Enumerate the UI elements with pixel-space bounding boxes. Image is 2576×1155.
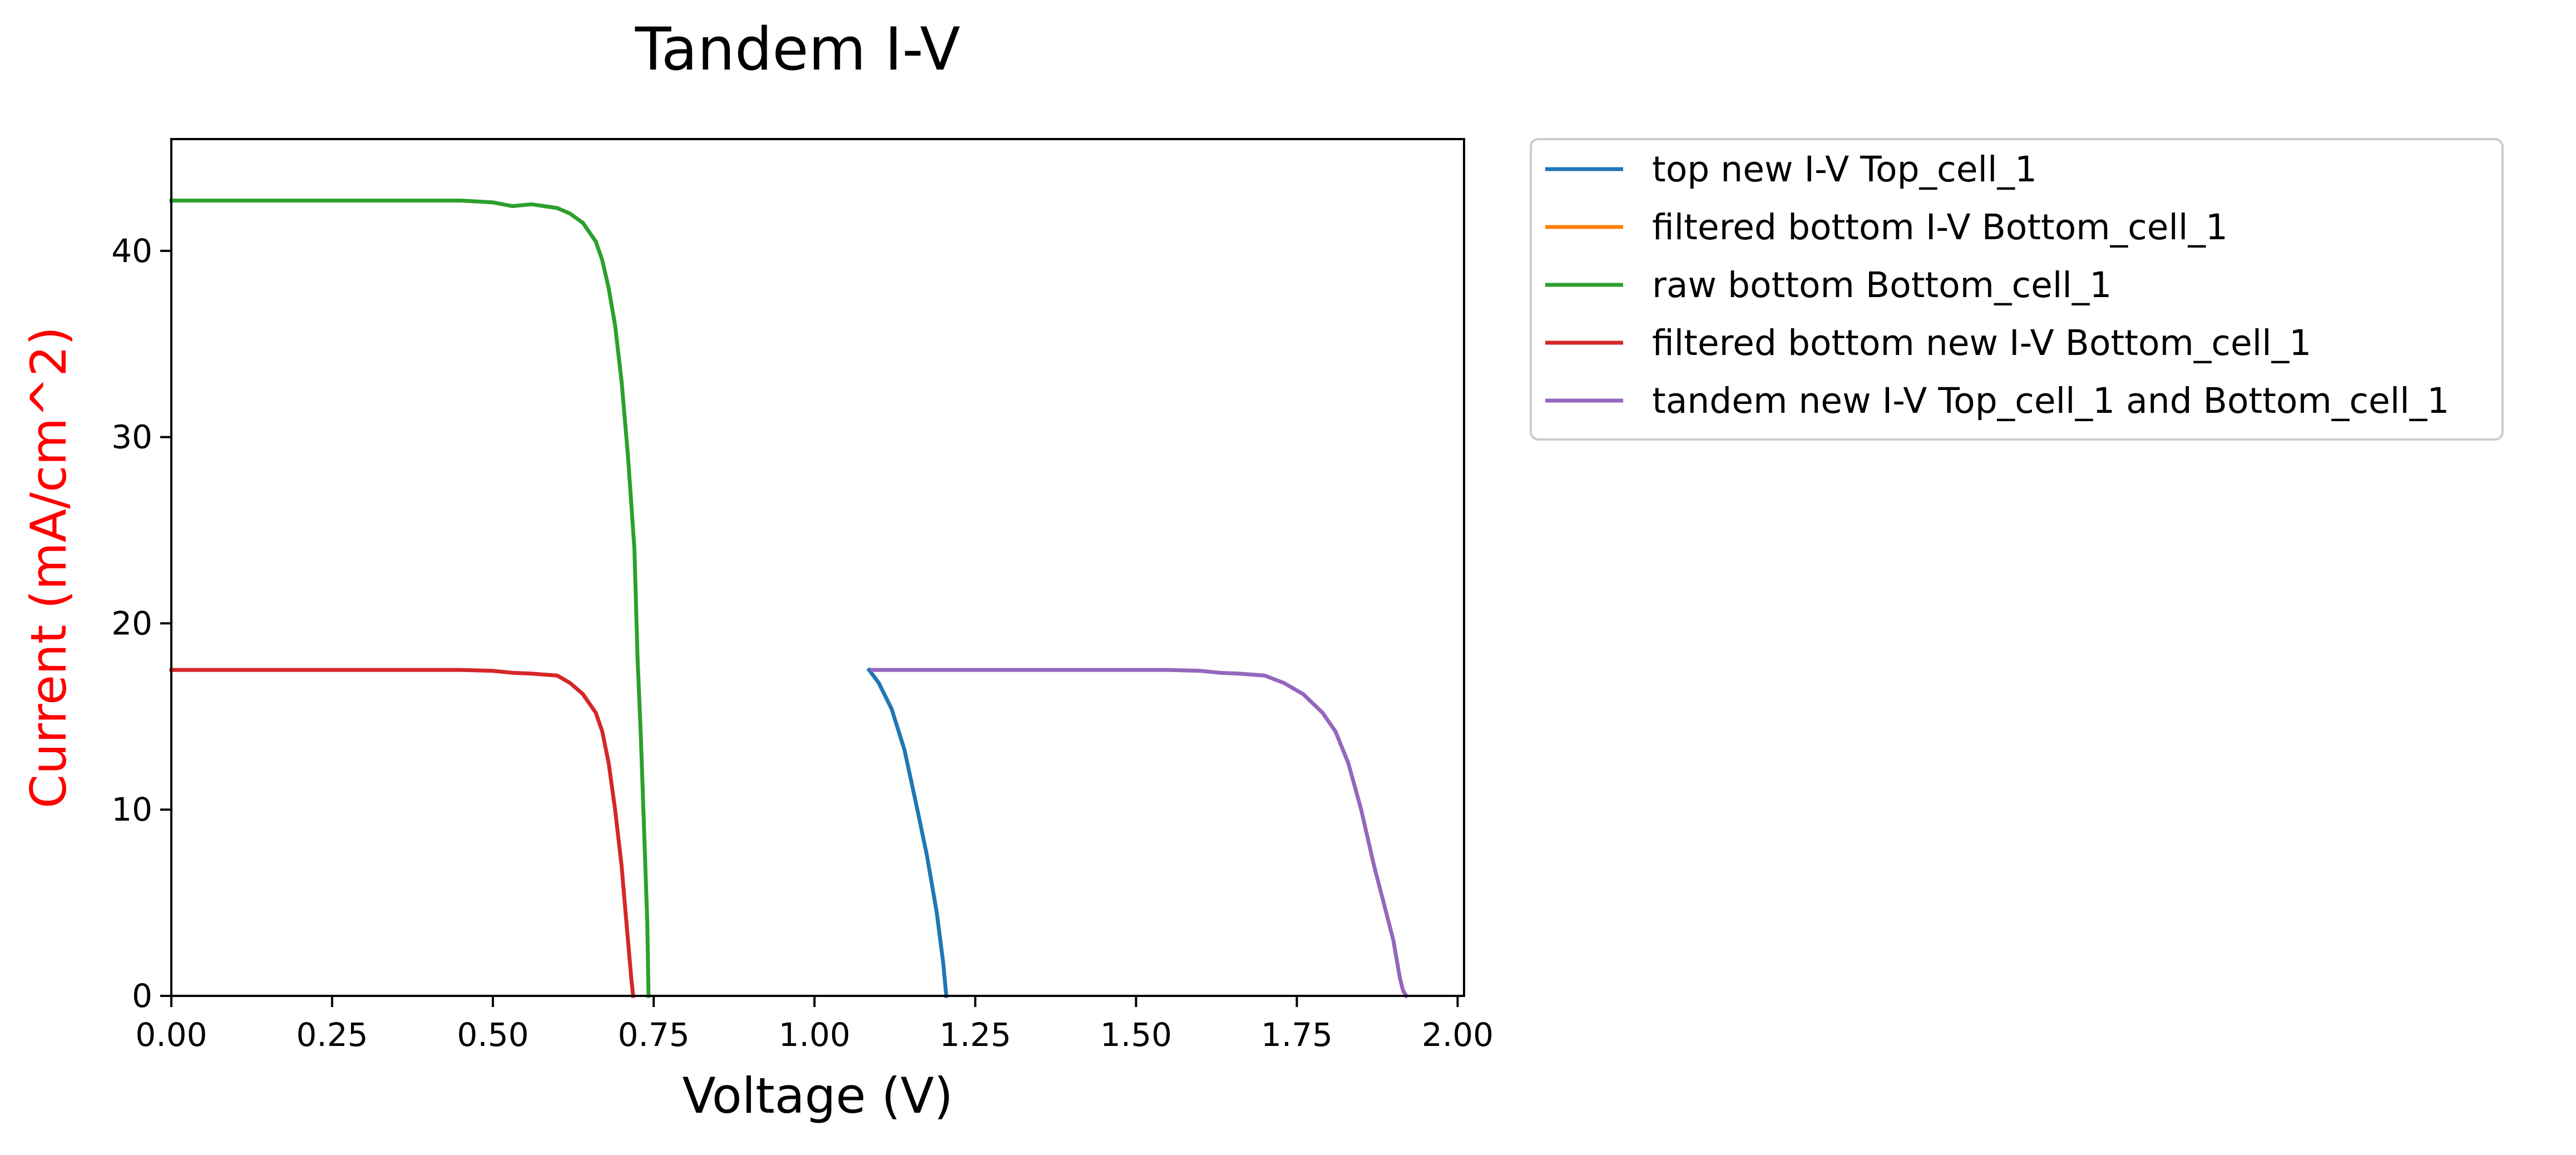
x-tick-label: 1.25	[940, 1016, 1011, 1054]
x-tick-label: 0.50	[457, 1016, 529, 1054]
x-tick-label: 0.00	[135, 1016, 207, 1054]
series-line-2	[169, 199, 651, 998]
x-axis-ticks: 0.00 0.25 0.50 0.75 1.00 1.25 1.50 1.75 2.00	[135, 996, 1494, 1054]
x-tick-label: 1.00	[779, 1016, 851, 1054]
legend-label-3: filtered bottom new I-V Bottom_cell_1	[1652, 323, 2311, 363]
legend-label-4: tandem new I-V Top_cell_1 and Bottom_cel…	[1652, 381, 2449, 421]
y-tick-label: 20	[111, 604, 152, 642]
y-axis-ticks: 0 10 20 30 40	[111, 232, 171, 1015]
legend: top new I-V Top_cell_1 filtered bottom I-…	[1530, 138, 2504, 441]
chart-title: Tandem I-V	[635, 15, 961, 83]
series-line-3	[169, 668, 636, 998]
legend-label-0: top new I-V Top_cell_1	[1652, 149, 2037, 190]
y-axis-label: Current (mA/cm^2)	[20, 327, 77, 809]
series-line-4	[870, 668, 1409, 999]
series-line-0	[866, 667, 949, 998]
x-tick-label: 0.75	[618, 1016, 690, 1054]
x-tick-label: 2.00	[1422, 1016, 1494, 1054]
series-layer	[169, 199, 1409, 999]
x-tick-label: 0.25	[296, 1016, 368, 1054]
legend-frame	[1530, 138, 2504, 441]
plot-frame	[170, 138, 1465, 997]
y-tick-label: 40	[111, 232, 152, 270]
y-tick-label: 0	[132, 977, 152, 1015]
x-tick-label: 1.50	[1100, 1016, 1172, 1054]
x-axis-label: Voltage (V)	[683, 1067, 953, 1124]
y-tick-label: 30	[111, 418, 152, 456]
legend-label-2: raw bottom Bottom_cell_1	[1652, 265, 2112, 305]
x-tick-label: 1.75	[1261, 1016, 1333, 1054]
legend-label-1: filtered bottom I-V Bottom_cell_1	[1652, 207, 2228, 248]
y-tick-label: 10	[111, 791, 152, 828]
